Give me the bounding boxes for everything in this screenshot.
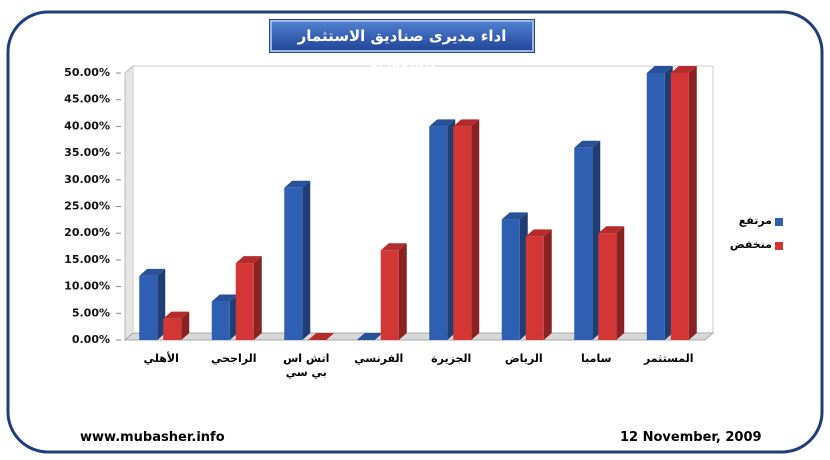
bar [670, 66, 697, 340]
x-tick-label: الجزيرة [431, 352, 472, 365]
bar [211, 294, 238, 340]
side-wall [124, 64, 134, 342]
back-wall [132, 65, 714, 334]
y-tick-label: 50.00% [64, 66, 110, 79]
y-tick-label: 25.00% [64, 200, 110, 213]
bar [235, 256, 262, 340]
legend-swatch [775, 218, 783, 226]
date: 12 November, 2009 [620, 430, 762, 445]
bar [501, 212, 528, 340]
x-tick-label: اتش اس بي سي [283, 352, 330, 379]
bar [574, 140, 601, 340]
x-tick-label: الفرنسي [354, 352, 404, 365]
y-tick-label: 35.00% [64, 146, 110, 159]
y-tick-label: 20.00% [64, 226, 110, 239]
bar [163, 311, 190, 340]
bar [429, 119, 456, 341]
legend-label: منخفض [729, 238, 772, 251]
grid [116, 72, 121, 341]
legend-label: مرتفع [738, 214, 772, 227]
y-tick-label: 45.00% [64, 93, 110, 106]
chart-title: اداء مديرى صناديق الاستثمار السعودية [270, 20, 534, 73]
bar [525, 229, 552, 340]
x-tick-label: سامبا [581, 352, 612, 365]
bar [308, 333, 335, 340]
bar [380, 243, 407, 340]
bar [356, 333, 383, 340]
y-tick-label: 5.00% [72, 306, 110, 319]
x-tick-label: المستثمر [643, 352, 694, 365]
source: www.mubasher.info [80, 430, 225, 445]
y-tick-label: 15.00% [64, 253, 110, 266]
x-tick-label: الراجحي [211, 352, 257, 365]
bar [284, 180, 311, 340]
y-tick-label: 30.00% [64, 173, 110, 186]
bar [646, 66, 673, 340]
x-tick-label: الأهلي [143, 352, 179, 365]
x-tick-label: الرياض [504, 352, 543, 365]
bar [139, 268, 166, 340]
y-tick-label: 0.00% [72, 333, 110, 346]
y-tick-label: 10.00% [64, 280, 110, 293]
y-tick-label: 40.00% [64, 119, 110, 132]
bar [598, 226, 625, 340]
legend-swatch [775, 242, 783, 250]
bar [453, 119, 480, 341]
